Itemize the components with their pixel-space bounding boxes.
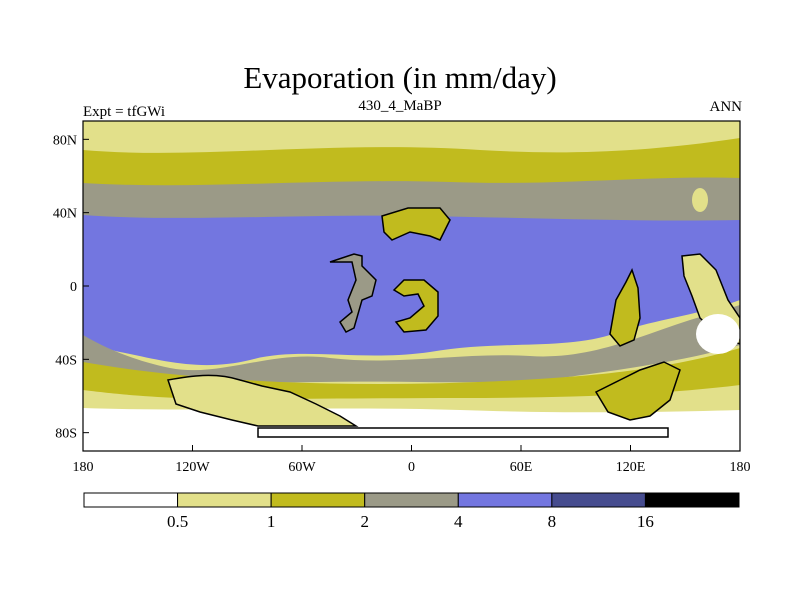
x-tick-label-3: 0 — [408, 460, 415, 475]
x-tick-label-4: 60E — [510, 460, 533, 475]
colorbar-box-2 — [270, 492, 366, 508]
colorbar-label-4: 8 — [548, 512, 557, 531]
chart-title: Evaporation (in mm/day) — [243, 60, 557, 95]
x-tick-label-5: 120E — [616, 460, 646, 475]
colorbar-label-3: 4 — [454, 512, 463, 531]
y-tick-label-1: 40N — [53, 207, 77, 222]
landmass-americas — [329, 253, 377, 333]
map-axes: 180 120W 60W 0 60E 120E 180 80N 40N 0 40S 80S — [53, 133, 751, 475]
y-tick-label-0: 80N — [53, 133, 77, 148]
colorbar-label-2: 2 — [360, 512, 369, 531]
colorbar-box-5 — [551, 492, 646, 508]
y-tick-label-2: 0 — [70, 280, 77, 295]
antarctic-strip — [257, 427, 669, 438]
colorbar-box-0 — [83, 492, 179, 508]
y-tick-label-4: 80S — [55, 427, 77, 442]
colorbar-box-1 — [177, 492, 272, 508]
x-tick-label-1: 120W — [175, 460, 210, 475]
colorbar: 0.5 1 2 4 8 16 — [83, 492, 740, 531]
landmass-australasia — [609, 268, 641, 347]
landmass-africa — [392, 279, 439, 333]
x-tick-label-0: 180 — [73, 460, 94, 475]
landmass-south-america — [167, 374, 359, 427]
warm-spot-east — [696, 314, 740, 354]
colorbar-label-0: 0.5 — [167, 512, 188, 531]
y-tick-label-3: 40S — [55, 353, 77, 368]
landmass-south-block — [594, 361, 681, 421]
pale-spot-north — [692, 188, 708, 212]
colorbar-label-1: 1 — [267, 512, 276, 531]
x-tick-label-6: 180 — [730, 460, 751, 475]
colorbar-box-4 — [457, 492, 553, 508]
colorbar-box-6 — [644, 492, 740, 508]
x-tick-label-2: 60W — [288, 460, 316, 475]
season-label: ANN — [709, 99, 743, 115]
landmass-eurasia — [381, 207, 451, 241]
experiment-label: Expt = tfGWi — [83, 104, 166, 120]
colorbar-box-3 — [364, 492, 459, 508]
colorbar-label-5: 16 — [637, 512, 654, 531]
period-label: 430_4_MaBP — [358, 98, 442, 114]
band-south-grey — [83, 305, 740, 383]
map-field — [83, 121, 740, 451]
